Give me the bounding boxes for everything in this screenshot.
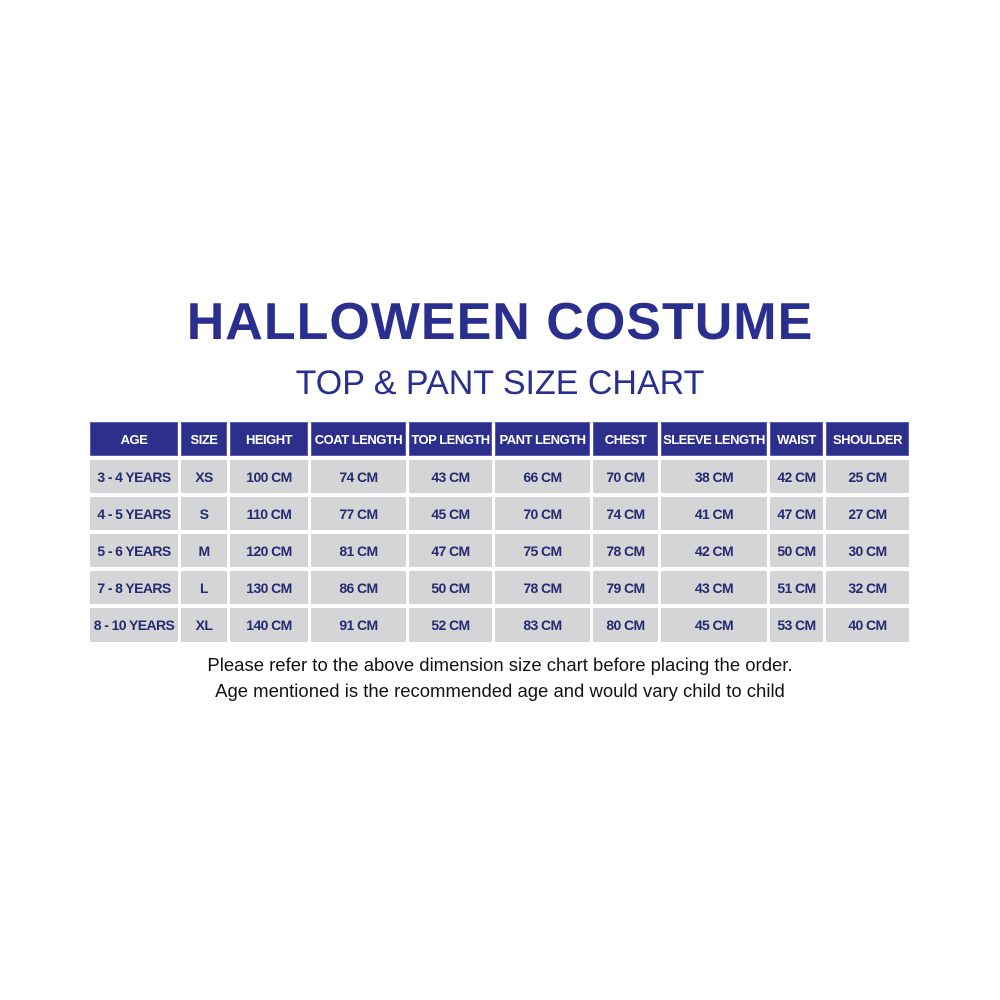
table-cell: 79 CM xyxy=(593,571,658,604)
column-header: CHEST xyxy=(593,422,658,456)
table-cell: 7 - 8 YEARS xyxy=(90,571,178,604)
table-cell: 77 CM xyxy=(311,497,406,530)
column-header: TOP LENGTH xyxy=(409,422,492,456)
table-cell: L xyxy=(181,571,227,604)
column-header: SHOULDER xyxy=(826,422,909,456)
table-cell: 100 CM xyxy=(230,460,308,493)
table-cell: 27 CM xyxy=(826,497,909,530)
table-cell: 45 CM xyxy=(661,608,767,642)
column-header: PANT LENGTH xyxy=(495,422,590,456)
note-line-1: Please refer to the above dimension size… xyxy=(207,654,793,675)
table-cell: S xyxy=(181,497,227,530)
table-cell: 86 CM xyxy=(311,571,406,604)
table-cell: 130 CM xyxy=(230,571,308,604)
table-cell: 43 CM xyxy=(409,460,492,493)
note-line-2: Age mentioned is the recommended age and… xyxy=(215,680,785,701)
table-cell: 32 CM xyxy=(826,571,909,604)
table-cell: 47 CM xyxy=(770,497,823,530)
column-header: WAIST xyxy=(770,422,823,456)
table-cell: 74 CM xyxy=(311,460,406,493)
table-cell: 81 CM xyxy=(311,534,406,567)
table-cell: 78 CM xyxy=(593,534,658,567)
table-cell: XS xyxy=(181,460,227,493)
table-cell: M xyxy=(181,534,227,567)
table-cell: 42 CM xyxy=(661,534,767,567)
table-cell: 75 CM xyxy=(495,534,590,567)
table-cell: 140 CM xyxy=(230,608,308,642)
page-title: HALLOWEEN COSTUME xyxy=(186,293,814,351)
table-cell: 120 CM xyxy=(230,534,308,567)
table-cell: 5 - 6 YEARS xyxy=(90,534,178,567)
table-cell: XL xyxy=(181,608,227,642)
table-cell: 4 - 5 YEARS xyxy=(90,497,178,530)
table-cell: 30 CM xyxy=(826,534,909,567)
table-cell: 25 CM xyxy=(826,460,909,493)
column-header: HEIGHT xyxy=(230,422,308,456)
table-cell: 8 - 10 YEARS xyxy=(90,608,178,642)
table-cell: 50 CM xyxy=(409,571,492,604)
table-cell: 110 CM xyxy=(230,497,308,530)
table-cell: 78 CM xyxy=(495,571,590,604)
table-cell: 53 CM xyxy=(770,608,823,642)
table-cell: 91 CM xyxy=(311,608,406,642)
column-header: COAT LENGTH xyxy=(311,422,406,456)
table-cell: 66 CM xyxy=(495,460,590,493)
table-cell: 52 CM xyxy=(409,608,492,642)
table-cell: 3 - 4 YEARS xyxy=(90,460,178,493)
column-header: SLEEVE LENGTH xyxy=(661,422,767,456)
table-cell: 43 CM xyxy=(661,571,767,604)
table-cell: 50 CM xyxy=(770,534,823,567)
column-header: SIZE xyxy=(181,422,227,456)
table-cell: 80 CM xyxy=(593,608,658,642)
table-cell: 51 CM xyxy=(770,571,823,604)
table-cell: 38 CM xyxy=(661,460,767,493)
table-cell: 45 CM xyxy=(409,497,492,530)
table-cell: 41 CM xyxy=(661,497,767,530)
column-header: AGE xyxy=(90,422,178,456)
table-cell: 40 CM xyxy=(826,608,909,642)
page-subtitle: TOP & PANT SIZE CHART xyxy=(295,364,705,402)
size-chart-table: AGE SIZE HEIGHT COAT LENGTH TOP LENGTH PANT L… xyxy=(90,422,909,642)
table-cell: 47 CM xyxy=(409,534,492,567)
table-cell: 70 CM xyxy=(495,497,590,530)
table-cell: 74 CM xyxy=(593,497,658,530)
table-cell: 83 CM xyxy=(495,608,590,642)
table-cell: 42 CM xyxy=(770,460,823,493)
table-cell: 70 CM xyxy=(593,460,658,493)
